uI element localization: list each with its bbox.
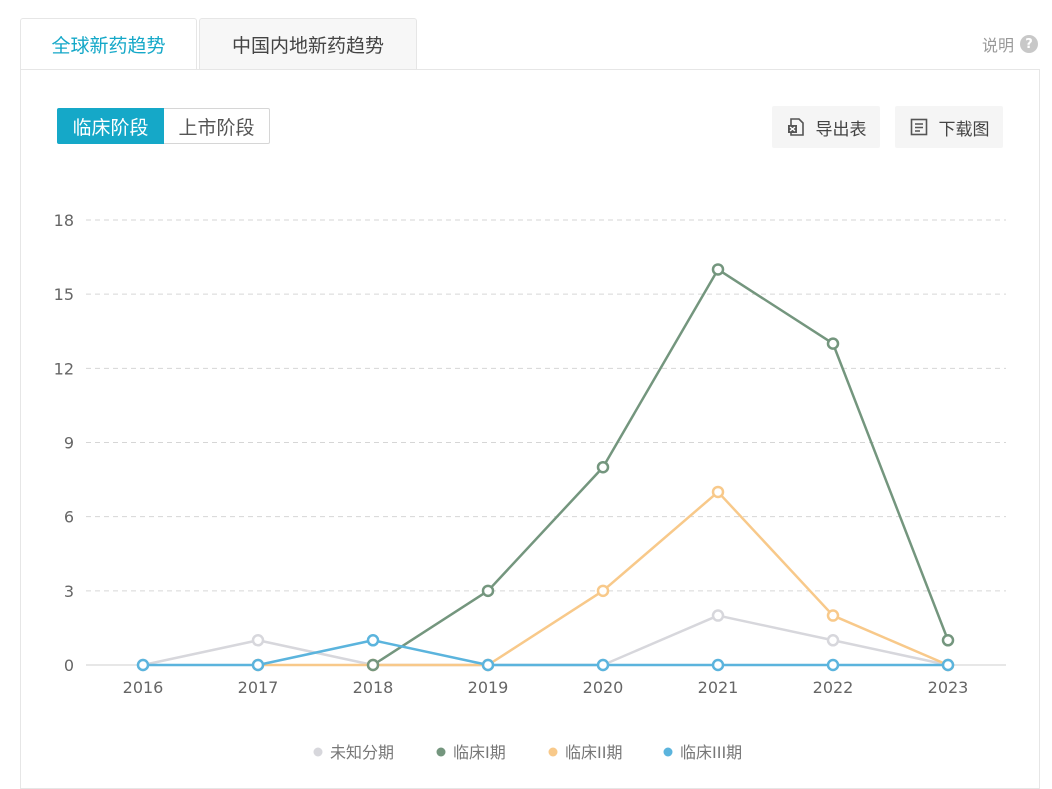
series-line <box>258 490 949 667</box>
y-tick-label: 9 <box>64 434 74 453</box>
download-chart-label: 下载图 <box>938 119 990 140</box>
data-point <box>481 584 495 598</box>
x-tick-label: 2021 <box>698 678 739 697</box>
data-point <box>366 658 380 672</box>
data-point <box>136 658 150 672</box>
y-tick-label: 6 <box>64 508 74 527</box>
legend-marker <box>436 747 446 757</box>
legend-label[interactable]: 临床I期 <box>453 743 506 762</box>
data-point <box>941 634 955 647</box>
data-point <box>711 658 725 672</box>
x-tick-label: 2017 <box>238 678 279 697</box>
data-point <box>251 658 265 672</box>
document-download-icon <box>909 117 929 137</box>
legend-marker <box>548 747 558 757</box>
download-chart-button[interactable]: 下载图 <box>895 106 1003 148</box>
y-tick-label: 3 <box>64 582 74 601</box>
help-label: 说明 <box>981 36 1014 55</box>
y-tick-label: 0 <box>64 656 74 675</box>
legend-label[interactable]: 临床II期 <box>565 743 622 762</box>
data-point <box>941 658 955 672</box>
data-point <box>711 609 725 622</box>
data-point <box>481 658 495 672</box>
data-point <box>826 634 840 647</box>
data-point <box>711 485 725 499</box>
clinical-stage-button[interactable]: 临床阶段 <box>57 108 164 144</box>
x-tick-label: 2022 <box>813 678 854 697</box>
x-tick-label: 2016 <box>123 678 164 697</box>
help-link[interactable]: 说明 ? <box>982 32 1038 56</box>
stage-toggle: 临床阶段 上市阶段 <box>57 108 270 144</box>
legend-label[interactable]: 未知分期 <box>330 743 394 762</box>
x-tick-label: 2019 <box>468 678 509 697</box>
x-tick-label: 2018 <box>353 678 394 697</box>
tab-global-trend[interactable]: 全球新药趋势 <box>20 18 197 70</box>
series-line <box>372 268 950 667</box>
legend-marker <box>313 747 323 757</box>
data-point <box>596 658 610 672</box>
data-point <box>826 658 840 672</box>
x-tick-label: 2023 <box>928 678 969 697</box>
data-point <box>596 460 610 474</box>
export-table-label: 导出表 <box>815 119 867 140</box>
export-table-button[interactable]: 导出表 <box>772 106 880 148</box>
data-point <box>826 337 840 350</box>
x-tick-label: 2020 <box>583 678 624 697</box>
legend-marker <box>663 747 673 757</box>
y-tick-label: 12 <box>54 359 74 378</box>
data-point <box>826 609 840 622</box>
market-stage-button[interactable]: 上市阶段 <box>164 108 270 144</box>
tab-bar: 全球新药趋势 中国内地新药趋势 <box>20 18 1040 70</box>
data-point <box>596 584 610 598</box>
chart-panel: 临床阶段 上市阶段 导出表 下载图 <box>20 69 1040 789</box>
data-point <box>711 263 725 276</box>
series-line <box>143 639 948 667</box>
data-point <box>366 634 380 647</box>
data-point <box>251 634 265 647</box>
excel-export-icon <box>786 117 806 137</box>
question-icon: ? <box>1020 35 1038 53</box>
y-tick-label: 15 <box>54 285 74 304</box>
legend-label[interactable]: 临床III期 <box>680 743 742 762</box>
y-tick-label: 18 <box>54 211 74 230</box>
